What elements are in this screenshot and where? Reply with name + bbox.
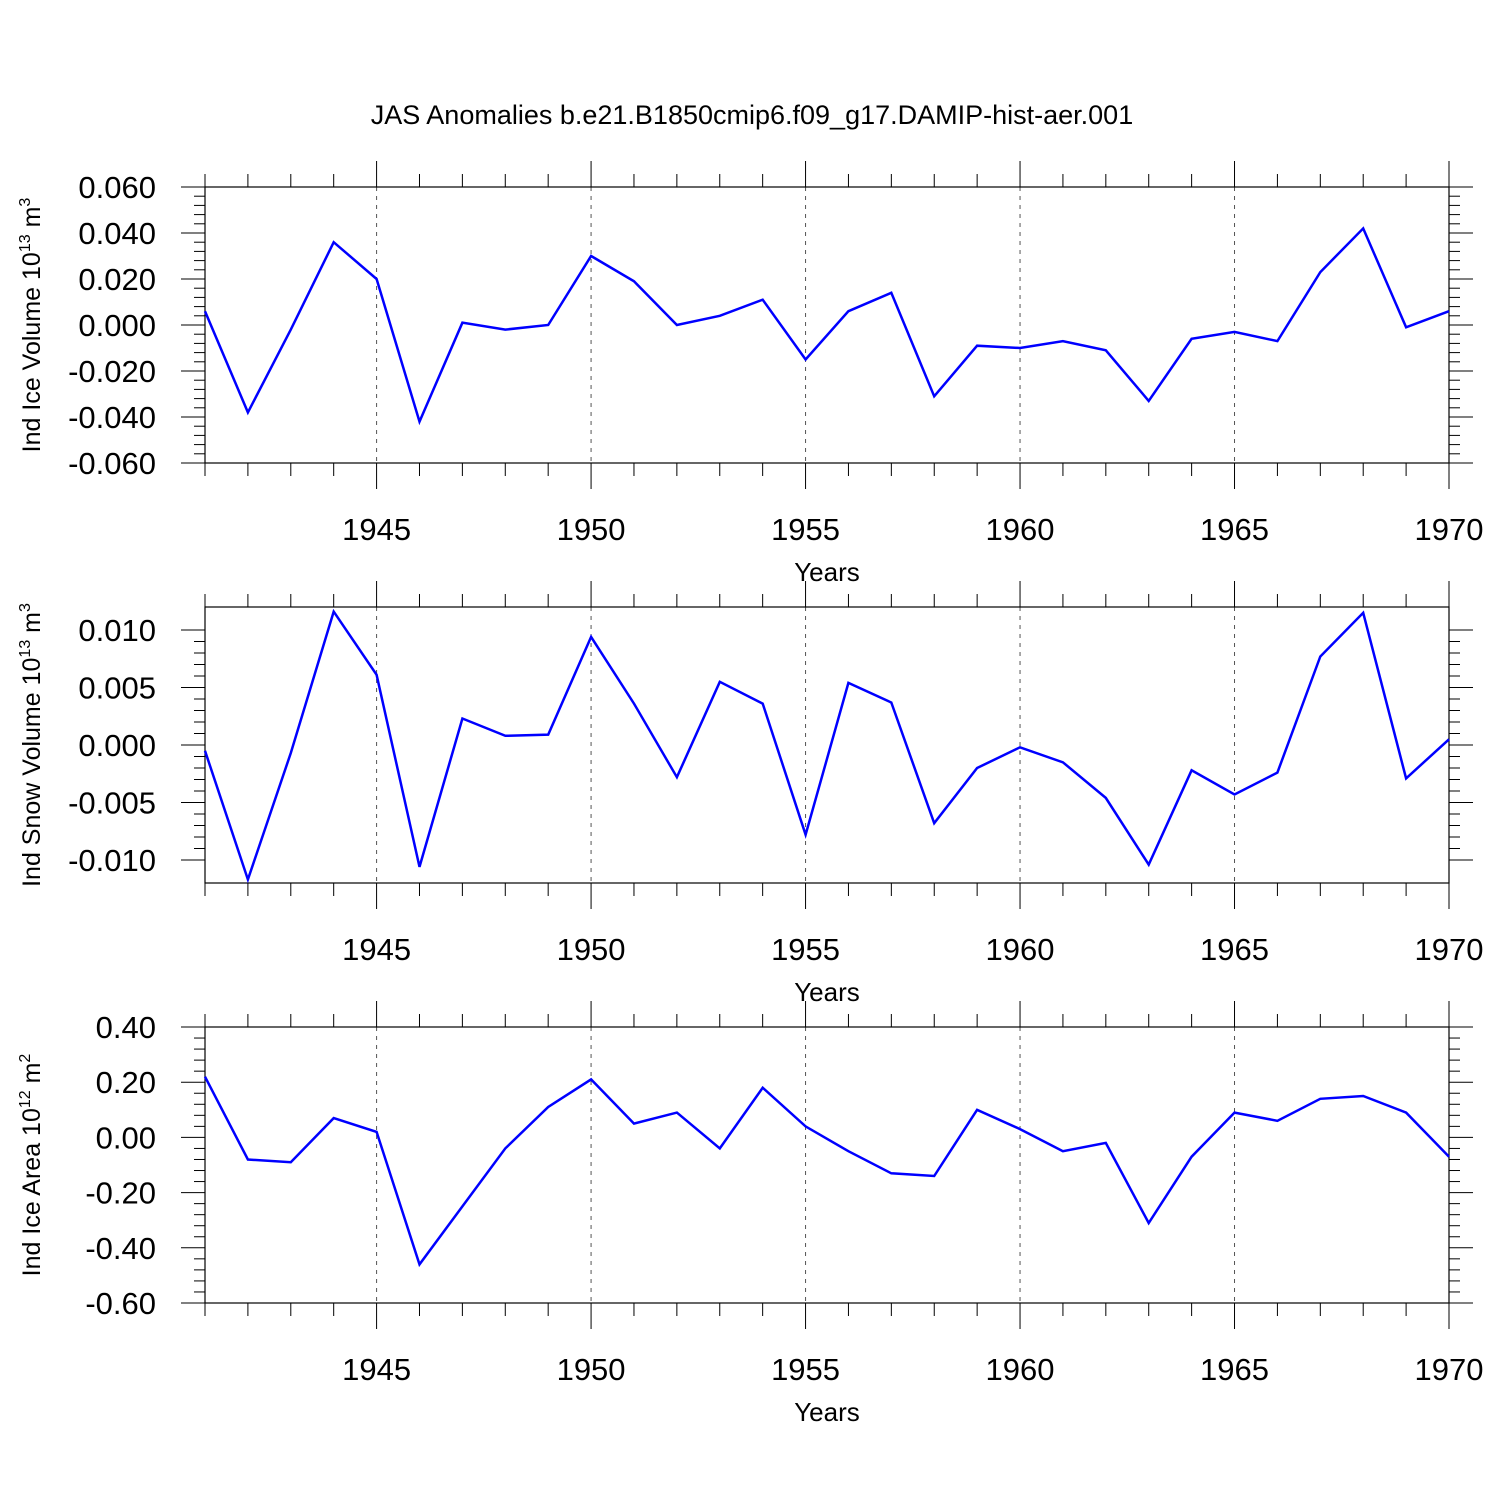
y-tick-label: 0.010: [78, 613, 156, 648]
y-axis-label-exponent: 13: [17, 234, 34, 252]
x-axis-label: Years: [794, 1397, 860, 1427]
y-tick-label: 0.020: [78, 262, 156, 297]
panel-3: -0.60 -0.40 -0.20 0.00 0.20 0.40 1945 1950 1955 1…: [17, 1001, 1483, 1427]
panel-2: -0.010 -0.005 0.000 0.005 0.010 1945 1950 1955 1…: [17, 581, 1483, 1007]
x-axis-label: Years: [794, 557, 860, 587]
x-tick-label: 1945: [342, 1352, 411, 1387]
y-tick-label: 0.20: [96, 1065, 156, 1100]
y-tick-label: -0.005: [68, 786, 156, 821]
x-tick-label: 1945: [342, 932, 411, 967]
x-tick-label: 1950: [557, 512, 626, 547]
x-tick-label: 1950: [557, 932, 626, 967]
x-tick-label: 1970: [1415, 1352, 1484, 1387]
y-tick-label: 0.00: [96, 1120, 156, 1155]
y-tick-label: -0.010: [68, 843, 156, 878]
y-tick-label: 0.040: [78, 216, 156, 251]
x-tick-label: 1945: [342, 512, 411, 547]
y-tick-label: -0.060: [68, 446, 156, 481]
y-axis-label-text: Ind Ice Volume 10: [18, 252, 46, 452]
series-line: [203, 1076, 1450, 1268]
y-tick-label: 0.000: [78, 308, 156, 343]
y-tick-label: 0.005: [78, 671, 156, 706]
y-axis-label-exponent: 13: [17, 640, 34, 658]
series-line: [203, 226, 1450, 426]
x-tick-label: 1970: [1415, 512, 1484, 547]
y-tick-label: -0.040: [68, 400, 156, 435]
y-tick-label: -0.20: [85, 1176, 156, 1211]
x-tick-label: 1960: [986, 512, 1055, 547]
x-tick-label: 1955: [771, 1352, 840, 1387]
y-tick-label: -0.40: [85, 1231, 156, 1266]
y-axis-label-unit: m: [18, 612, 46, 640]
x-axis-label: Years: [794, 977, 860, 1007]
x-tick-label: 1970: [1415, 932, 1484, 967]
series-line: [203, 608, 1450, 884]
y-tick-label: 0.40: [96, 1010, 156, 1045]
x-tick-label: 1965: [1200, 512, 1269, 547]
y-axis-label-unit-exponent: 3: [17, 603, 34, 612]
chart-title: JAS Anomalies b.e21.B1850cmip6.f09_g17.D…: [371, 100, 1133, 130]
y-axis-label-unit: m: [18, 1063, 46, 1091]
x-tick-label: 1955: [771, 932, 840, 967]
x-tick-label: 1955: [771, 512, 840, 547]
panel-1: -0.060 -0.040 -0.020 0.000 0.020 0.040 0.060 19…: [17, 161, 1483, 587]
y-axis-label-text: Ind Snow Volume 10: [18, 658, 46, 887]
y-tick-label: -0.60: [85, 1286, 156, 1321]
x-tick-label: 1965: [1200, 1352, 1269, 1387]
y-tick-label: 0.000: [78, 728, 156, 763]
panels: -0.060 -0.040 -0.020 0.000 0.020 0.040 0.060 19…: [17, 161, 1483, 1427]
y-axis-label: Ind Snow Volume 1013 m3: [17, 603, 46, 887]
y-axis-label-unit-exponent: 2: [17, 1054, 34, 1063]
plot-frame: [204, 1026, 1450, 1304]
y-axis-label-text: Ind Ice Area 10: [18, 1108, 46, 1276]
y-tick-label: 0.060: [78, 170, 156, 205]
y-tick-label: -0.020: [68, 354, 156, 389]
x-tick-label: 1960: [986, 932, 1055, 967]
y-axis-label-unit: m: [18, 207, 46, 235]
y-axis-label: Ind Ice Area 1012 m2: [17, 1054, 46, 1277]
x-tick-label: 1960: [986, 1352, 1055, 1387]
x-tick-label: 1965: [1200, 932, 1269, 967]
y-axis-label: Ind Ice Volume 1013 m3: [17, 198, 46, 453]
y-axis-label-unit-exponent: 3: [17, 198, 34, 207]
plot-frame: [204, 606, 1450, 884]
plot-frame: [204, 186, 1450, 464]
x-tick-label: 1950: [557, 1352, 626, 1387]
y-axis-label-exponent: 12: [17, 1090, 34, 1108]
